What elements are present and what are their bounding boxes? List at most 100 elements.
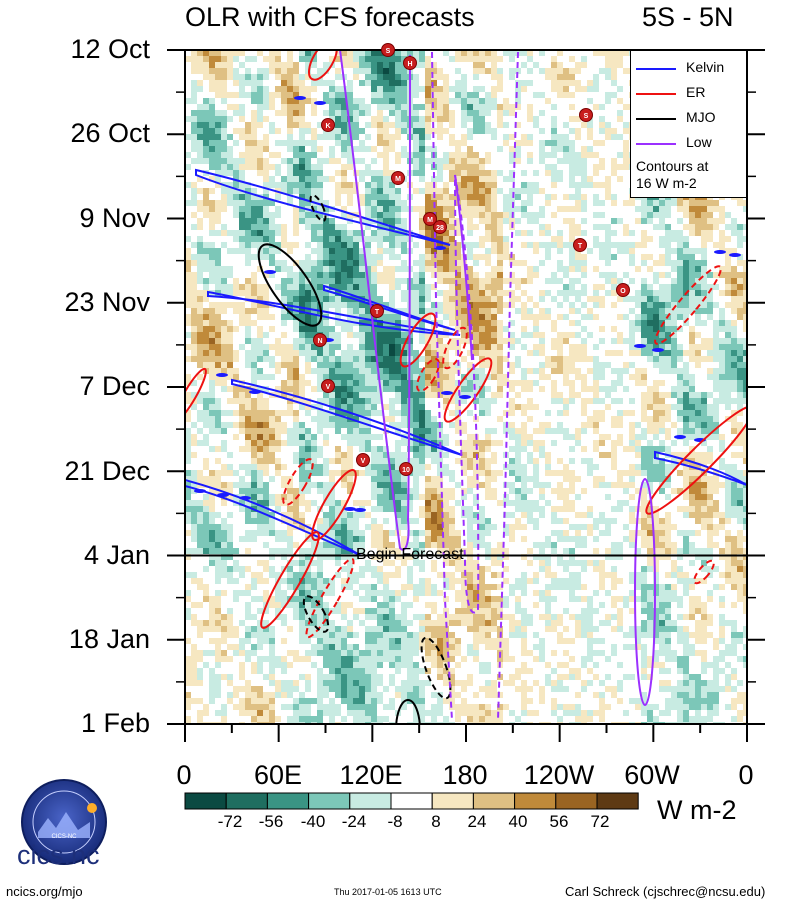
heatmap-cell — [653, 260, 659, 266]
heatmap-cell — [317, 260, 323, 266]
heatmap-cell — [311, 170, 317, 176]
heatmap-cell — [611, 422, 617, 428]
heatmap-cell — [641, 320, 647, 326]
heatmap-cell — [257, 98, 263, 104]
heatmap-cell — [263, 254, 269, 260]
heatmap-cell — [401, 506, 407, 512]
heatmap-cell — [353, 362, 359, 368]
heatmap-cell — [683, 404, 689, 410]
heatmap-cell — [281, 356, 287, 362]
heatmap-cell — [263, 308, 269, 314]
heatmap-cell — [635, 350, 641, 356]
heatmap-cell — [545, 68, 551, 74]
heatmap-cell — [497, 440, 503, 446]
heatmap-cell — [323, 470, 329, 476]
heatmap-cell — [647, 446, 653, 452]
heatmap-cell — [377, 332, 383, 338]
heatmap-cell — [293, 368, 299, 374]
heatmap-cell — [611, 440, 617, 446]
heatmap-cell — [701, 200, 707, 206]
heatmap-cell — [449, 488, 455, 494]
heatmap-cell — [221, 302, 227, 308]
heatmap-cell — [299, 86, 305, 92]
heatmap-cell — [671, 248, 677, 254]
heatmap-cell — [317, 278, 323, 284]
heatmap-cell — [293, 80, 299, 86]
heatmap-cell — [215, 356, 221, 362]
heatmap-cell — [737, 260, 743, 266]
heatmap-cell — [581, 302, 587, 308]
heatmap-cell — [485, 212, 491, 218]
heatmap-cell — [287, 356, 293, 362]
heatmap-cell — [323, 92, 329, 98]
heatmap-cell — [227, 326, 233, 332]
heatmap-cell — [227, 452, 233, 458]
heatmap-cell — [335, 428, 341, 434]
heatmap-cell — [335, 374, 341, 380]
heatmap-cell — [401, 266, 407, 272]
heatmap-cell — [209, 308, 215, 314]
heatmap-cell — [209, 314, 215, 320]
heatmap-cell — [251, 56, 257, 62]
heatmap-cell — [719, 338, 725, 344]
heatmap-cell — [395, 458, 401, 464]
heatmap-cell — [365, 68, 371, 74]
heatmap-cell — [197, 140, 203, 146]
heatmap-cell — [515, 218, 521, 224]
heatmap-cell — [461, 314, 467, 320]
heatmap-cell — [557, 506, 563, 512]
heatmap-cell — [257, 494, 263, 500]
heatmap-cell — [563, 464, 569, 470]
heatmap-cell — [467, 230, 473, 236]
heatmap-cell — [209, 140, 215, 146]
heatmap-cell — [683, 308, 689, 314]
heatmap-cell — [503, 134, 509, 140]
heatmap-cell — [191, 350, 197, 356]
heatmap-cell — [365, 356, 371, 362]
heatmap-cell — [473, 242, 479, 248]
heatmap-cell — [383, 74, 389, 80]
heatmap-cell — [449, 506, 455, 512]
heatmap-cell — [731, 380, 737, 386]
heatmap-cell — [305, 326, 311, 332]
heatmap-cell — [413, 122, 419, 128]
heatmap-cell — [245, 410, 251, 416]
heatmap-cell — [653, 212, 659, 218]
heatmap-cell — [593, 224, 599, 230]
heatmap-cell — [413, 296, 419, 302]
heatmap-cell — [365, 326, 371, 332]
heatmap-cell — [653, 464, 659, 470]
heatmap-cell — [479, 392, 485, 398]
heatmap-cell — [665, 416, 671, 422]
heatmap-cell — [383, 362, 389, 368]
heatmap-cell — [299, 176, 305, 182]
heatmap-cell — [587, 176, 593, 182]
heatmap-cell — [269, 458, 275, 464]
heatmap-cell — [257, 314, 263, 320]
heatmap-cell — [203, 338, 209, 344]
heatmap-cell — [257, 200, 263, 206]
heatmap-cell — [677, 206, 683, 212]
heatmap-cell — [431, 482, 437, 488]
heatmap-cell — [257, 110, 263, 116]
heatmap-cell — [311, 248, 317, 254]
heatmap-cell — [557, 314, 563, 320]
heatmap-cell — [263, 398, 269, 404]
heatmap-cell — [209, 116, 215, 122]
heatmap-cell — [641, 230, 647, 236]
heatmap-cell — [251, 152, 257, 158]
heatmap-cell — [671, 320, 677, 326]
heatmap-cell — [461, 200, 467, 206]
heatmap-cell — [593, 386, 599, 392]
heatmap-cell — [263, 290, 269, 296]
heatmap-cell — [203, 344, 209, 350]
heatmap-cell — [473, 110, 479, 116]
heatmap-cell — [623, 488, 629, 494]
heatmap-cell — [353, 266, 359, 272]
heatmap-cell — [449, 86, 455, 92]
heatmap-cell — [299, 212, 305, 218]
heatmap-cell — [479, 458, 485, 464]
heatmap-cell — [359, 332, 365, 338]
heatmap-cell — [695, 488, 701, 494]
heatmap-cell — [689, 230, 695, 236]
